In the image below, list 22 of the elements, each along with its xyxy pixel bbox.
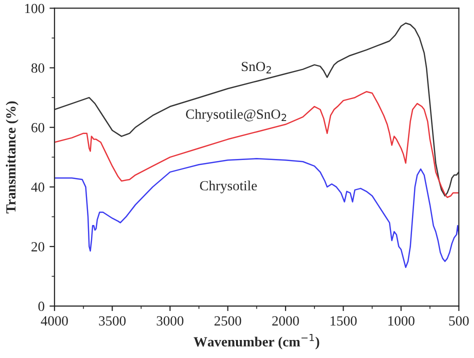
line-series (54, 22, 459, 197)
series-label: Chrysotile@SnO$_{2}$ (186, 109, 286, 122)
x-tick-label: 1500 (330, 316, 357, 326)
x-tick-label: 3500 (99, 316, 126, 326)
series-label: SnO$_{2}$ (242, 62, 271, 74)
y-tick-label: 100 (25, 4, 44, 14)
y-tick-label: 20 (32, 242, 44, 252)
x-tick-label: 3000 (156, 316, 184, 326)
x-tick-label: 500 (449, 316, 469, 326)
x-tick-label: 2000 (272, 316, 299, 326)
line-series (54, 158, 459, 268)
x-tick-label: 4000 (40, 316, 68, 326)
y-tick-label: 60 (31, 122, 44, 132)
x-tick-label: 1000 (388, 316, 414, 326)
y-axis-title: Transmittance (%) (6, 101, 18, 214)
x-axis-title: Wavenumber (cm$^{−1}$) (194, 334, 320, 350)
y-tick-label: 0 (38, 302, 44, 312)
y-tick-label: 80 (31, 63, 44, 73)
line-series (54, 91, 459, 198)
x-tick-label: 2500 (214, 316, 242, 326)
y-tick-label: 40 (31, 182, 44, 192)
series-label: Chrysotile (200, 180, 257, 194)
